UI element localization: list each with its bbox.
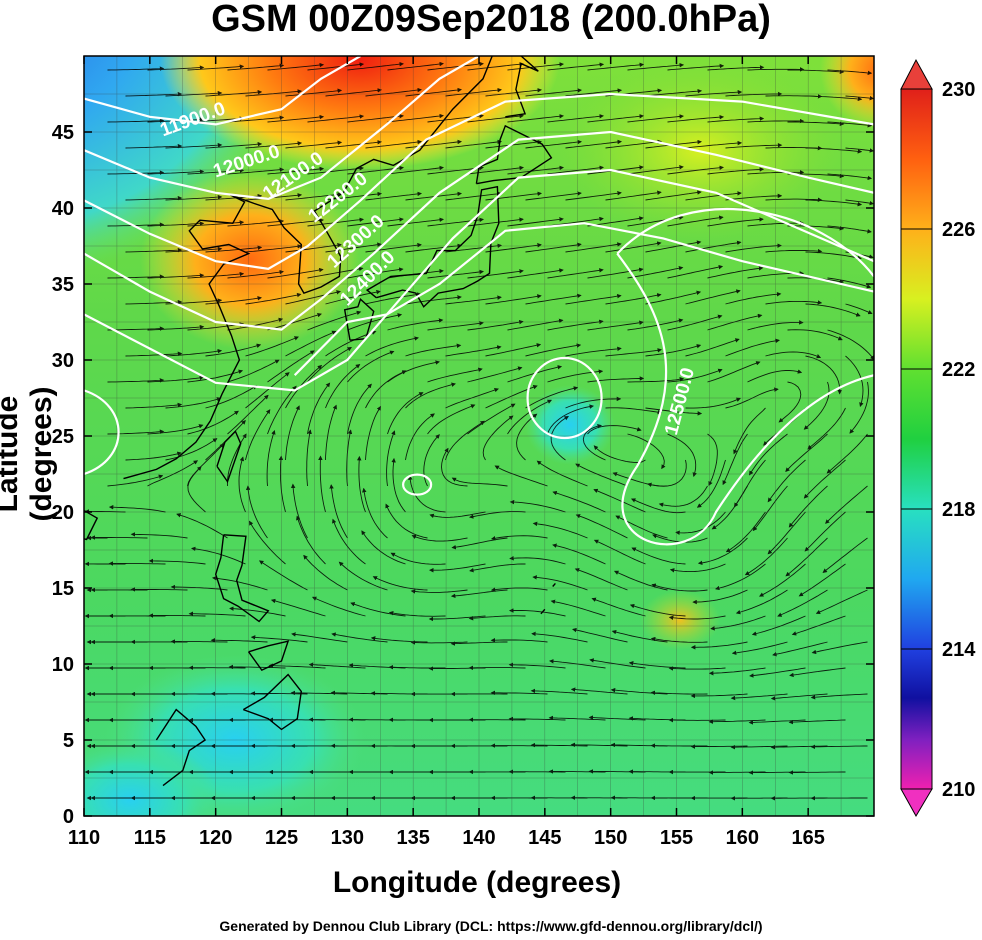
x-tick-label: 160 xyxy=(726,827,759,849)
x-axis-label: Longitude (degrees) xyxy=(332,866,622,899)
x-tick-label: 140 xyxy=(462,827,495,849)
height-contour xyxy=(84,168,874,392)
y-tick-label: 10 xyxy=(52,654,74,676)
colorbar-label: 218 xyxy=(942,499,975,521)
height-contour xyxy=(84,92,874,270)
temperature-field: 11900.012000.012100.012200.012300.012400… xyxy=(84,56,874,816)
height-contour xyxy=(84,56,480,201)
footer-credit: Generated by Dennou Club Library (DCL: h… xyxy=(219,918,763,934)
x-tick-label: 125 xyxy=(265,827,298,849)
y-tick-label: 30 xyxy=(52,350,74,372)
height-contour xyxy=(616,252,874,546)
x-tick-label: 120 xyxy=(199,827,232,849)
y-tick-label: 5 xyxy=(63,730,74,752)
y-tick-label: 25 xyxy=(52,426,74,448)
y-tick-label: 40 xyxy=(52,198,74,220)
height-contour xyxy=(526,356,603,440)
height-contour xyxy=(293,222,874,376)
x-tick-label: 165 xyxy=(791,827,824,849)
colorbar-label: 222 xyxy=(942,359,975,381)
x-tick-label: 130 xyxy=(331,827,364,849)
x-tick-label: 155 xyxy=(660,827,693,849)
x-tick-label: 110 xyxy=(68,827,100,849)
height-contour xyxy=(84,389,120,476)
x-tick-label: 135 xyxy=(396,827,429,849)
y-tick-label: 0 xyxy=(63,806,74,828)
colorbar-label: 230 xyxy=(942,79,975,101)
height-contour xyxy=(84,56,362,126)
x-tick-label: 115 xyxy=(134,827,166,849)
height-contour xyxy=(616,207,874,278)
y-tick-label: 20 xyxy=(52,502,74,524)
y-axis-ticks: 0 5 10 15 20 25 30 35 40 45 xyxy=(52,122,874,828)
height-contour xyxy=(402,473,433,496)
y-tick-label: 35 xyxy=(52,274,74,296)
x-tick-label: 145 xyxy=(528,827,561,849)
x-axis-ticks: 110 115 120 125 130 135 140 145 150 155 160 165 xyxy=(68,56,825,849)
x-tick-label: 150 xyxy=(594,827,627,849)
colorbar: 230 226 222 218 214 210 xyxy=(900,58,976,818)
y-tick-label: 15 xyxy=(52,578,74,600)
y-axis-label: Latitude (degrees) xyxy=(0,386,58,522)
colorbar-label: 226 xyxy=(942,219,975,241)
colorbar-label: 210 xyxy=(942,779,975,801)
colorbar-label: 214 xyxy=(942,639,976,661)
plot-title: GSM 00Z09Sep2018 (200.0hPa) xyxy=(211,0,771,40)
height-contour xyxy=(84,130,874,331)
y-tick-label: 45 xyxy=(52,122,74,144)
